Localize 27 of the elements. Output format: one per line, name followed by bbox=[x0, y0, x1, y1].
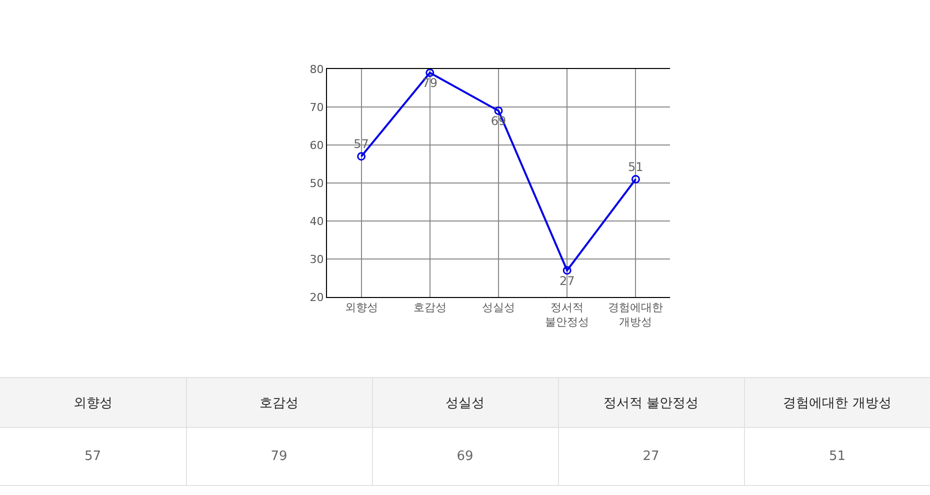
data-label: 27 bbox=[558, 428, 744, 486]
category-label: 외향성 bbox=[0, 378, 186, 428]
x-tick-label: 정서적 불안정성 bbox=[545, 301, 590, 328]
point bbox=[357, 152, 366, 161]
y-tick-label: 40 bbox=[310, 214, 324, 228]
y-tick-label: 70 bbox=[310, 100, 324, 114]
category-label: 경험에대한 개방성 bbox=[744, 378, 930, 428]
y-tick-label: 30 bbox=[310, 252, 324, 266]
data-label: 57 bbox=[0, 428, 186, 486]
category-label: 호감성 bbox=[186, 378, 372, 428]
point bbox=[494, 106, 503, 116]
point bbox=[426, 68, 434, 78]
y-tick-label: 50 bbox=[310, 176, 324, 190]
x-tick-label: 경험에대한 개방성 bbox=[608, 301, 664, 328]
x-tick-label: 성실성 bbox=[482, 301, 515, 314]
category-label: 성실성 bbox=[372, 378, 558, 428]
category-label: 정서적 불안정성 bbox=[558, 378, 744, 428]
point bbox=[562, 266, 572, 275]
data-label: 51 bbox=[744, 428, 930, 486]
x-tick-label: 외향성 bbox=[344, 301, 378, 314]
y-tick-label: 20 bbox=[310, 290, 324, 304]
point bbox=[631, 174, 640, 184]
data-label: 69 bbox=[372, 428, 558, 486]
x-tick-label: 호감성 bbox=[413, 301, 446, 314]
data-label: 79 bbox=[186, 428, 372, 486]
y-tick-label: 60 bbox=[310, 138, 324, 152]
y-tick-label: 80 bbox=[310, 62, 324, 76]
